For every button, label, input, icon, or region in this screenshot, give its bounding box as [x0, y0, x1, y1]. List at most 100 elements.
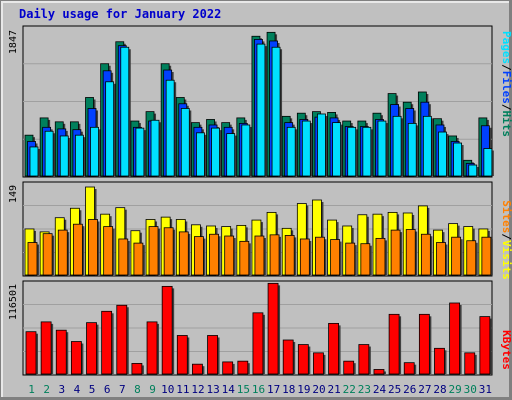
kbytes-bar [25, 331, 37, 375]
kbytes-bar [192, 363, 203, 375]
sites-bar [209, 233, 219, 276]
sites-bar [269, 234, 280, 276]
pages-bar [211, 127, 220, 177]
sites-bar [57, 229, 68, 276]
kbytes-bar [418, 313, 430, 375]
kbytes-bar [297, 344, 309, 375]
pages-bar [120, 46, 130, 177]
kbytes-bar [101, 310, 113, 375]
legend-entry: Pages [500, 31, 512, 64]
sites-bar [88, 219, 98, 276]
legend: Pages/Files/Hits [500, 31, 512, 137]
x-tick-label: 24 [373, 383, 387, 396]
x-tick-label: 9 [149, 383, 156, 396]
sites-bar [375, 237, 386, 276]
x-tick-label: 16 [252, 383, 265, 396]
x-tick-label: 19 [297, 383, 310, 396]
x-tick-label: 26 [403, 383, 416, 396]
x-tick-label: 17 [267, 383, 280, 396]
kbytes-bar [86, 322, 97, 375]
sites-bar [103, 226, 114, 276]
legend-entry: / [500, 104, 512, 111]
sites-bar [239, 240, 250, 276]
kbytes-bar [237, 360, 249, 375]
kbytes-bar [252, 312, 264, 375]
pages-bar [135, 127, 145, 177]
sites-bar [118, 238, 129, 276]
sites-bar [466, 240, 477, 276]
kbytes-bar [267, 282, 279, 375]
x-tick-label: 22 [343, 383, 356, 396]
x-tick-label: 30 [464, 383, 477, 396]
x-tick-label: 12 [191, 383, 204, 396]
kbytes-bar [40, 321, 52, 375]
pages-bar [438, 131, 447, 177]
pages-bar [301, 120, 311, 177]
kbytes-bar [146, 321, 158, 375]
sites-bar [254, 235, 265, 276]
sites-bar [360, 243, 371, 276]
legend-entry: KBytes [500, 330, 512, 370]
x-tick-label: 1 [28, 383, 35, 396]
x-tick-label: 10 [161, 383, 174, 396]
x-tick-label: 2 [43, 383, 50, 396]
sites-bar [330, 239, 340, 276]
x-tick-label: 14 [222, 383, 236, 396]
pages-bar [105, 81, 115, 177]
sites-bar [133, 242, 144, 276]
pages-bar [90, 126, 99, 177]
pages-bar [150, 119, 160, 177]
sites-bar [42, 233, 53, 276]
pages-bar [362, 126, 372, 177]
sites-bar [194, 236, 204, 276]
kbytes-bar [449, 302, 461, 375]
x-tick-label: 3 [59, 383, 66, 396]
kbytes-bar [70, 341, 82, 375]
x-tick-label: 29 [449, 383, 462, 396]
legend: Sites/Visits [500, 200, 512, 280]
x-tick-label: 7 [119, 383, 126, 396]
sites-bar [178, 231, 189, 276]
sites-bar [481, 236, 492, 276]
kbytes-bar [358, 344, 370, 375]
kbytes-bar [434, 347, 445, 375]
legend: KBytes [500, 330, 512, 370]
kbytes-bar [313, 352, 324, 375]
x-tick-label: 18 [282, 383, 295, 396]
y-axis-max-label: 116501 [8, 284, 19, 320]
x-tick-label: 21 [328, 383, 341, 396]
kbytes-bar [222, 361, 234, 375]
legend-entry: / [500, 64, 512, 71]
legend-entry: Files [500, 71, 512, 104]
x-tick-label: 4 [74, 383, 81, 396]
sites-bar [315, 236, 325, 276]
x-tick-label: 20 [312, 383, 325, 396]
kbytes-bar [131, 363, 143, 375]
pages-bar [453, 142, 463, 177]
sites-bar [436, 242, 446, 276]
kbytes-bar [464, 352, 476, 375]
sites-bar [299, 238, 310, 276]
pages-bar [241, 124, 251, 177]
x-tick-label: 27 [418, 383, 431, 396]
sites-bar [390, 229, 401, 276]
kbytes-bar [343, 360, 355, 375]
pages-bar [256, 43, 266, 177]
sites-bar [345, 242, 356, 276]
kbytes-bar [176, 335, 188, 375]
legend-entry: Hits [500, 111, 512, 138]
sites-bar [405, 229, 416, 276]
pages-bar [180, 108, 190, 177]
pages-bar [74, 134, 84, 177]
pages-bar [271, 46, 281, 177]
pages-bar [377, 120, 387, 177]
sites-bar [451, 236, 462, 276]
pages-bar [59, 135, 69, 177]
kbytes-bar [373, 369, 385, 375]
pages-bar [286, 126, 296, 177]
pages-bar [317, 113, 326, 177]
pages-bar [407, 123, 417, 177]
pages-bar [422, 115, 432, 177]
sites-bar [163, 227, 174, 276]
kbytes-bar [55, 329, 67, 375]
